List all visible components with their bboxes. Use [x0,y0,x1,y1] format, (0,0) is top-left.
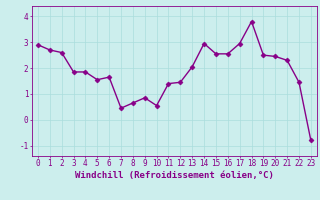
X-axis label: Windchill (Refroidissement éolien,°C): Windchill (Refroidissement éolien,°C) [75,171,274,180]
